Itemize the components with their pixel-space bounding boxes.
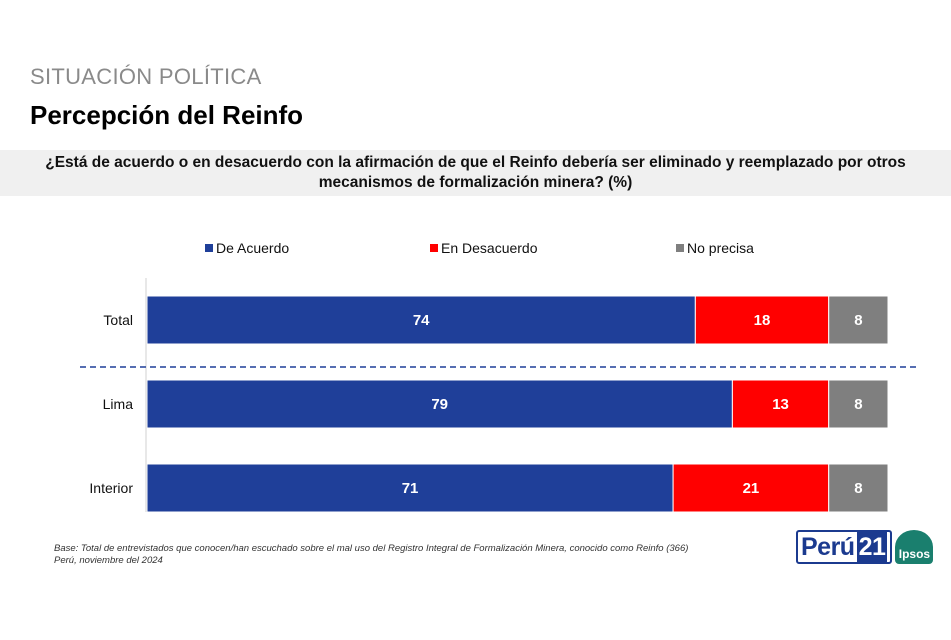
bar-2-0 — [146, 463, 674, 513]
bar-0-0 — [146, 295, 696, 345]
brand-logo: Perú 21 Ipsos — [796, 530, 934, 564]
bar-value-2-1: 21 — [743, 480, 760, 497]
legend-label-1: En Desacuerdo — [441, 240, 538, 256]
bar-2-2 — [828, 463, 889, 513]
page-title: Percepción del Reinfo — [30, 100, 304, 130]
section-label: SITUACIÓN POLÍTICA — [30, 64, 262, 89]
question-line-1: ¿Está de acuerdo o en desacuerdo con la … — [45, 154, 906, 171]
bar-value-1-0: 79 — [431, 396, 448, 413]
legend-swatch-2 — [676, 244, 684, 252]
legend-label-2: No precisa — [687, 240, 754, 256]
bar-value-1-2: 8 — [854, 396, 862, 413]
bar-1-0 — [146, 379, 733, 429]
stacked-bar-chart: De Acuerdo En Desacuerdo No precisa Total 74… — [80, 240, 918, 513]
category-label-1: Lima — [103, 396, 134, 412]
base-note: Base: Total de entrevistados que conocen… — [54, 543, 689, 554]
bar-1-2 — [828, 379, 889, 429]
question-banner: ¿Está de acuerdo o en desacuerdo con la … — [0, 150, 951, 196]
peru21-logo: Perú 21 — [796, 530, 893, 564]
bar-value-0-0: 74 — [413, 312, 430, 329]
bar-0-1 — [694, 295, 830, 345]
bar-value-0-2: 8 — [854, 312, 862, 329]
date-note: Perú, noviembre del 2024 — [54, 555, 163, 566]
bar-0-2 — [828, 295, 889, 345]
peru21-logo-number: 21 — [856, 530, 888, 564]
category-label-0: Total — [103, 312, 133, 328]
bar-2-1 — [672, 463, 830, 513]
category-label-2: Interior — [89, 480, 133, 496]
ipsos-logo: Ipsos — [895, 530, 934, 564]
bar-value-2-2: 8 — [854, 480, 862, 497]
footnote: Base: Total de entrevistados que conocen… — [54, 543, 688, 567]
bar-value-2-0: 71 — [402, 480, 419, 497]
legend-swatch-1 — [430, 244, 438, 252]
bar-1-1 — [731, 379, 830, 429]
legend-swatch-0 — [205, 244, 213, 252]
question-line-2: mecanismos de formalización minera? (%) — [318, 174, 633, 191]
legend-label-0: De Acuerdo — [216, 240, 289, 256]
bar-value-1-1: 13 — [772, 396, 789, 413]
bar-value-0-1: 18 — [754, 312, 771, 329]
peru21-logo-text: Perú — [801, 533, 855, 561]
